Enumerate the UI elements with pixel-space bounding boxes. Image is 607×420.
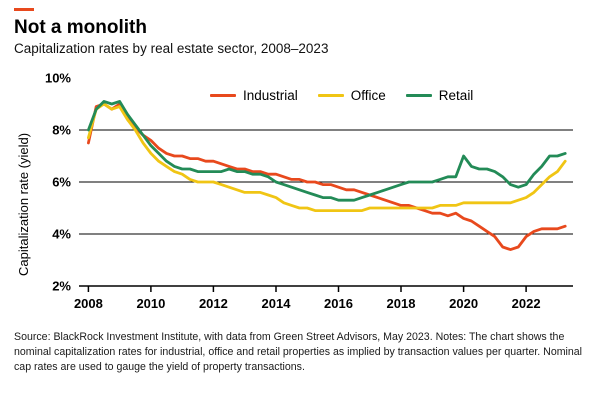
chart-area: Capitalization rate (yield) 2% 4% 6% 8% 10% 2… bbox=[14, 66, 593, 318]
svg-text:2010: 2010 bbox=[136, 296, 165, 311]
svg-text:2018: 2018 bbox=[387, 296, 416, 311]
chart-subtitle: Capitalization rates by real estate sect… bbox=[14, 41, 329, 56]
svg-text:2012: 2012 bbox=[199, 296, 228, 311]
svg-text:4%: 4% bbox=[52, 227, 71, 242]
legend-item-industrial: Industrial bbox=[210, 88, 298, 103]
y-axis-label: Capitalization rate (yield) bbox=[16, 132, 31, 276]
legend-item-office: Office bbox=[317, 88, 386, 103]
chart-title: Not a monolith bbox=[14, 17, 147, 38]
legend-label-industrial: Industrial bbox=[243, 88, 298, 103]
accent-bar bbox=[14, 8, 34, 11]
svg-text:2016: 2016 bbox=[324, 296, 353, 311]
svg-text:2%: 2% bbox=[52, 279, 71, 294]
legend-swatch-retail bbox=[405, 93, 432, 98]
legend-label-office: Office bbox=[350, 88, 386, 103]
svg-text:8%: 8% bbox=[52, 123, 71, 138]
svg-text:2014: 2014 bbox=[262, 296, 292, 311]
legend: Industrial Office Retail bbox=[210, 88, 473, 103]
svg-text:2020: 2020 bbox=[449, 296, 478, 311]
svg-text:2022: 2022 bbox=[512, 296, 541, 311]
legend-label-retail: Retail bbox=[438, 88, 474, 103]
svg-text:6%: 6% bbox=[52, 175, 71, 190]
legend-swatch-industrial bbox=[210, 93, 236, 98]
svg-text:2008: 2008 bbox=[74, 296, 103, 311]
legend-item-retail: Retail bbox=[405, 88, 474, 103]
line-chart: 2% 4% 6% 8% 10% 2008 2010 2012 2014 2016 2018 2020 2… bbox=[45, 71, 573, 311]
legend-swatch-office bbox=[317, 93, 344, 98]
svg-text:10%: 10% bbox=[45, 71, 71, 86]
source-note: Source: BlackRock Investment Institute, … bbox=[14, 331, 583, 373]
